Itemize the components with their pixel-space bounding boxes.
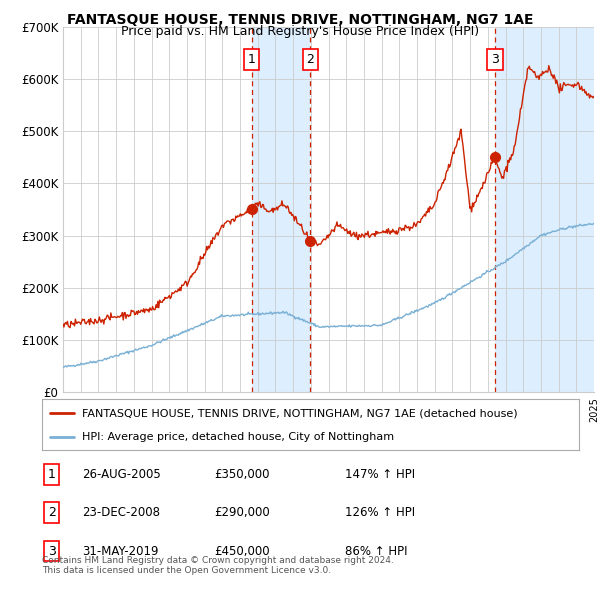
Text: FANTASQUE HOUSE, TENNIS DRIVE, NOTTINGHAM, NG7 1AE (detached house): FANTASQUE HOUSE, TENNIS DRIVE, NOTTINGHA…	[82, 408, 518, 418]
Text: 2: 2	[307, 53, 314, 66]
Text: 1: 1	[248, 53, 256, 66]
Text: 31-MAY-2019: 31-MAY-2019	[82, 545, 159, 558]
Bar	[251, 27, 310, 392]
Text: 23-DEC-2008: 23-DEC-2008	[82, 506, 160, 519]
Text: 26-AUG-2005: 26-AUG-2005	[82, 468, 161, 481]
Text: £450,000: £450,000	[214, 545, 269, 558]
Text: Contains HM Land Registry data © Crown copyright and database right 2024.: Contains HM Land Registry data © Crown c…	[42, 556, 394, 565]
Text: HPI: Average price, detached house, City of Nottingham: HPI: Average price, detached house, City…	[82, 432, 394, 442]
Text: 147% ↑ HPI: 147% ↑ HPI	[346, 468, 416, 481]
Text: This data is licensed under the Open Government Licence v3.0.: This data is licensed under the Open Gov…	[42, 566, 331, 575]
Text: 126% ↑ HPI: 126% ↑ HPI	[346, 506, 416, 519]
Text: 2: 2	[48, 506, 56, 519]
Text: 86% ↑ HPI: 86% ↑ HPI	[346, 545, 408, 558]
Bar	[495, 27, 594, 392]
Text: FANTASQUE HOUSE, TENNIS DRIVE, NOTTINGHAM, NG7 1AE: FANTASQUE HOUSE, TENNIS DRIVE, NOTTINGHA…	[67, 13, 533, 27]
Text: 3: 3	[491, 53, 499, 66]
Text: Price paid vs. HM Land Registry's House Price Index (HPI): Price paid vs. HM Land Registry's House …	[121, 25, 479, 38]
Text: £290,000: £290,000	[214, 506, 269, 519]
Text: 1: 1	[48, 468, 56, 481]
Text: 3: 3	[48, 545, 56, 558]
Text: £350,000: £350,000	[214, 468, 269, 481]
